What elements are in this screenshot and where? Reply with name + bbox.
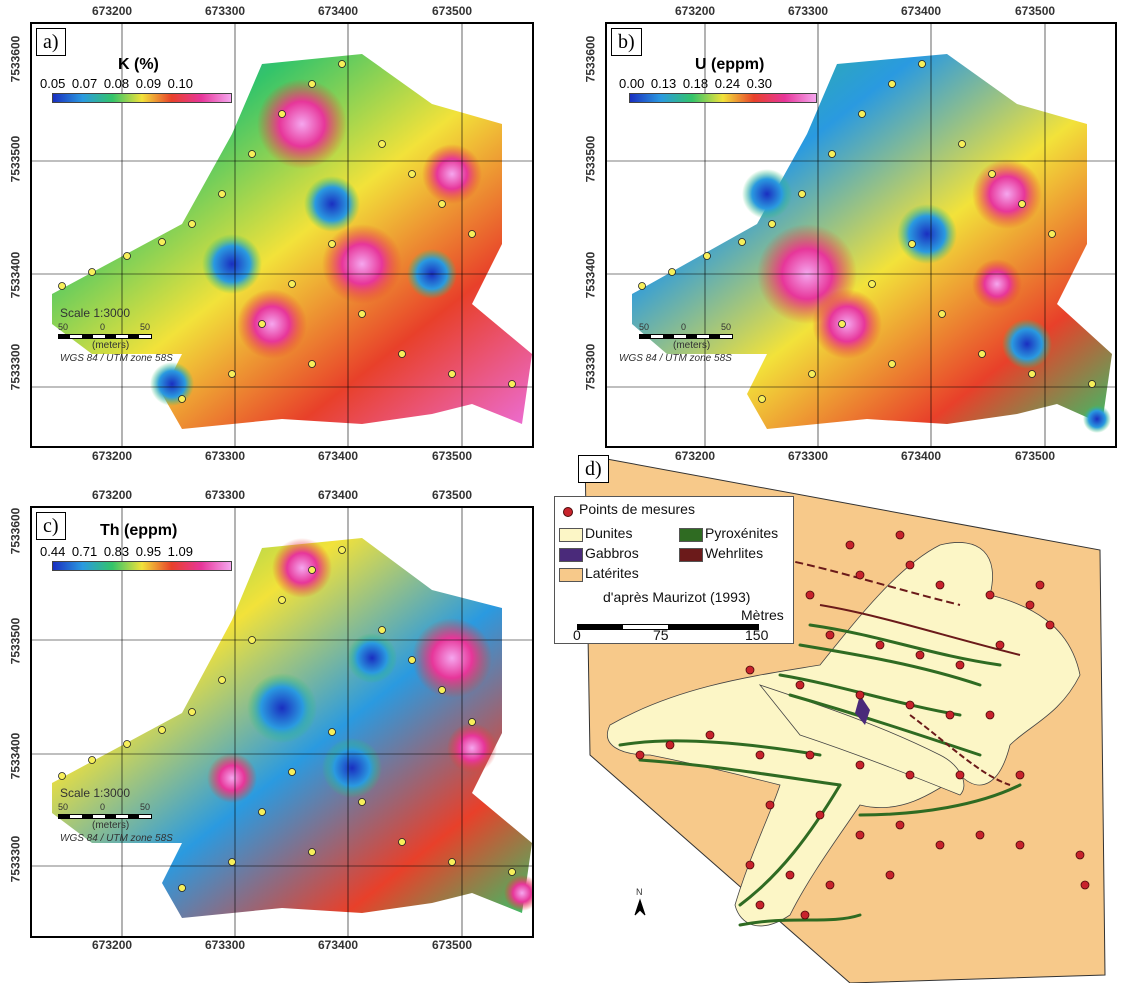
- scale-unit: (meters): [673, 340, 710, 351]
- y-tick-left: 7533400: [8, 733, 22, 780]
- x-tick-bottom: 673500: [432, 938, 472, 952]
- x-tick-bottom: 673500: [432, 449, 472, 463]
- legend-swatch-gabbros: [559, 548, 583, 562]
- colorbar-title: U (eppm): [695, 56, 764, 74]
- scale-tick: 0: [100, 322, 105, 332]
- y-tick-left: 7533500: [8, 136, 22, 183]
- scale-tick: 0: [100, 802, 105, 812]
- x-tick-bottom: 673200: [92, 938, 132, 952]
- x-tick-top: 673400: [318, 4, 358, 18]
- x-tick-bottom: 673400: [318, 938, 358, 952]
- x-tick-bottom: 673300: [205, 449, 245, 463]
- colorbar: [629, 93, 817, 103]
- legend-dunites: Dunites: [585, 525, 632, 541]
- colorbar-values: 0.44 0.71 0.83 0.95 1.09: [40, 544, 193, 559]
- y-tick-left: 7533300: [8, 836, 22, 883]
- x-tick-top: 673200: [92, 4, 132, 18]
- data-coverage: [632, 54, 1112, 429]
- legend: Points de mesures Dunites Pyroxénites Ga…: [554, 496, 794, 644]
- x-tick-bottom: 673400: [318, 449, 358, 463]
- legend-points: Points de mesures: [579, 501, 695, 517]
- legend-scale-unit: Mètres: [741, 607, 784, 623]
- legend-wehrlites: Wehrlites: [705, 545, 763, 561]
- scale-bar: [58, 814, 152, 819]
- x-tick-bottom: 673300: [205, 938, 245, 952]
- y-tick-left: 7533300: [8, 344, 22, 391]
- y-tick-left: 7533500: [583, 136, 597, 183]
- panel-b: 673200 673300 673400 673500 7533600 7533…: [575, 0, 1127, 470]
- panel-label: b): [611, 28, 642, 56]
- panel-label: d): [578, 455, 609, 483]
- legend-laterites: Latérites: [585, 565, 639, 581]
- y-tick-left: 7533500: [8, 618, 22, 665]
- scale-tick: 0: [681, 322, 686, 332]
- legend-source: d'après Maurizot (1993): [603, 589, 750, 605]
- scale-label: Scale 1:3000: [60, 306, 130, 320]
- x-tick-top: 673500: [1015, 4, 1055, 18]
- y-tick-left: 7533600: [583, 36, 597, 83]
- legend-pyroxenites: Pyroxénites: [705, 525, 778, 541]
- x-tick-top: 673500: [432, 488, 472, 502]
- crs-label: WGS 84 / UTM zone 58S: [619, 353, 732, 364]
- scale-unit: (meters): [92, 820, 129, 831]
- y-tick-left: 7533300: [583, 344, 597, 391]
- colorbar-title: K (%): [118, 56, 159, 74]
- scale-tick: 50: [58, 322, 68, 332]
- scale-tick: 50: [639, 322, 649, 332]
- x-tick-top: 673500: [432, 4, 472, 18]
- legend-swatch-dunites: [559, 528, 583, 542]
- x-tick-top: 673200: [675, 4, 715, 18]
- legend-point-symbol: [563, 507, 573, 517]
- x-tick-top: 673200: [92, 488, 132, 502]
- legend-scale-tick: 150: [745, 627, 768, 643]
- scale-tick: 50: [140, 322, 150, 332]
- colorbar: [52, 561, 232, 571]
- panel-c: 673200 673300 673400 673500 7533600 7533…: [0, 484, 560, 954]
- colorbar-title: Th (eppm): [100, 522, 177, 540]
- panel-d: N d) Points de mesures Dunites Pyroxénit…: [560, 455, 1127, 983]
- north-arrow: [635, 900, 645, 915]
- crs-label: WGS 84 / UTM zone 58S: [60, 833, 173, 844]
- scale-tick: 50: [140, 802, 150, 812]
- scale-tick: 50: [721, 322, 731, 332]
- x-tick-bottom: 673200: [92, 449, 132, 463]
- y-tick-left: 7533400: [8, 252, 22, 299]
- legend-swatch-laterites: [559, 568, 583, 582]
- y-tick-left: 7533600: [8, 508, 22, 555]
- x-tick-top: 673300: [205, 488, 245, 502]
- scale-label: Scale 1:3000: [60, 786, 130, 800]
- scale-tick: 50: [58, 802, 68, 812]
- legend-swatch-pyroxenites: [679, 528, 703, 542]
- colorbar-values: 0.05 0.07 0.08 0.09 0.10: [40, 76, 193, 91]
- colorbar-values: 0.00 0.13 0.18 0.24 0.30: [619, 76, 772, 91]
- scale-unit: (meters): [92, 340, 129, 351]
- y-tick-left: 7533400: [583, 252, 597, 299]
- panel-label: a): [36, 28, 66, 56]
- legend-swatch-wehrlites: [679, 548, 703, 562]
- colorbar: [52, 93, 232, 103]
- legend-scale-tick: 75: [653, 627, 669, 643]
- x-tick-top: 673400: [901, 4, 941, 18]
- north-label: N: [636, 887, 643, 897]
- panel-label: c): [36, 512, 66, 540]
- legend-scale-tick: 0: [573, 627, 581, 643]
- legend-gabbros: Gabbros: [585, 545, 639, 561]
- scale-bar: [58, 334, 152, 339]
- scale-bar: [639, 334, 733, 339]
- panel-a: 673200 673300 673400 673500 7533600 7533…: [0, 0, 560, 470]
- crs-label: WGS 84 / UTM zone 58S: [60, 353, 173, 364]
- x-tick-top: 673300: [788, 4, 828, 18]
- x-tick-top: 673300: [205, 4, 245, 18]
- x-tick-top: 673400: [318, 488, 358, 502]
- radiometric-map-th: [32, 508, 532, 936]
- y-tick-left: 7533600: [8, 36, 22, 83]
